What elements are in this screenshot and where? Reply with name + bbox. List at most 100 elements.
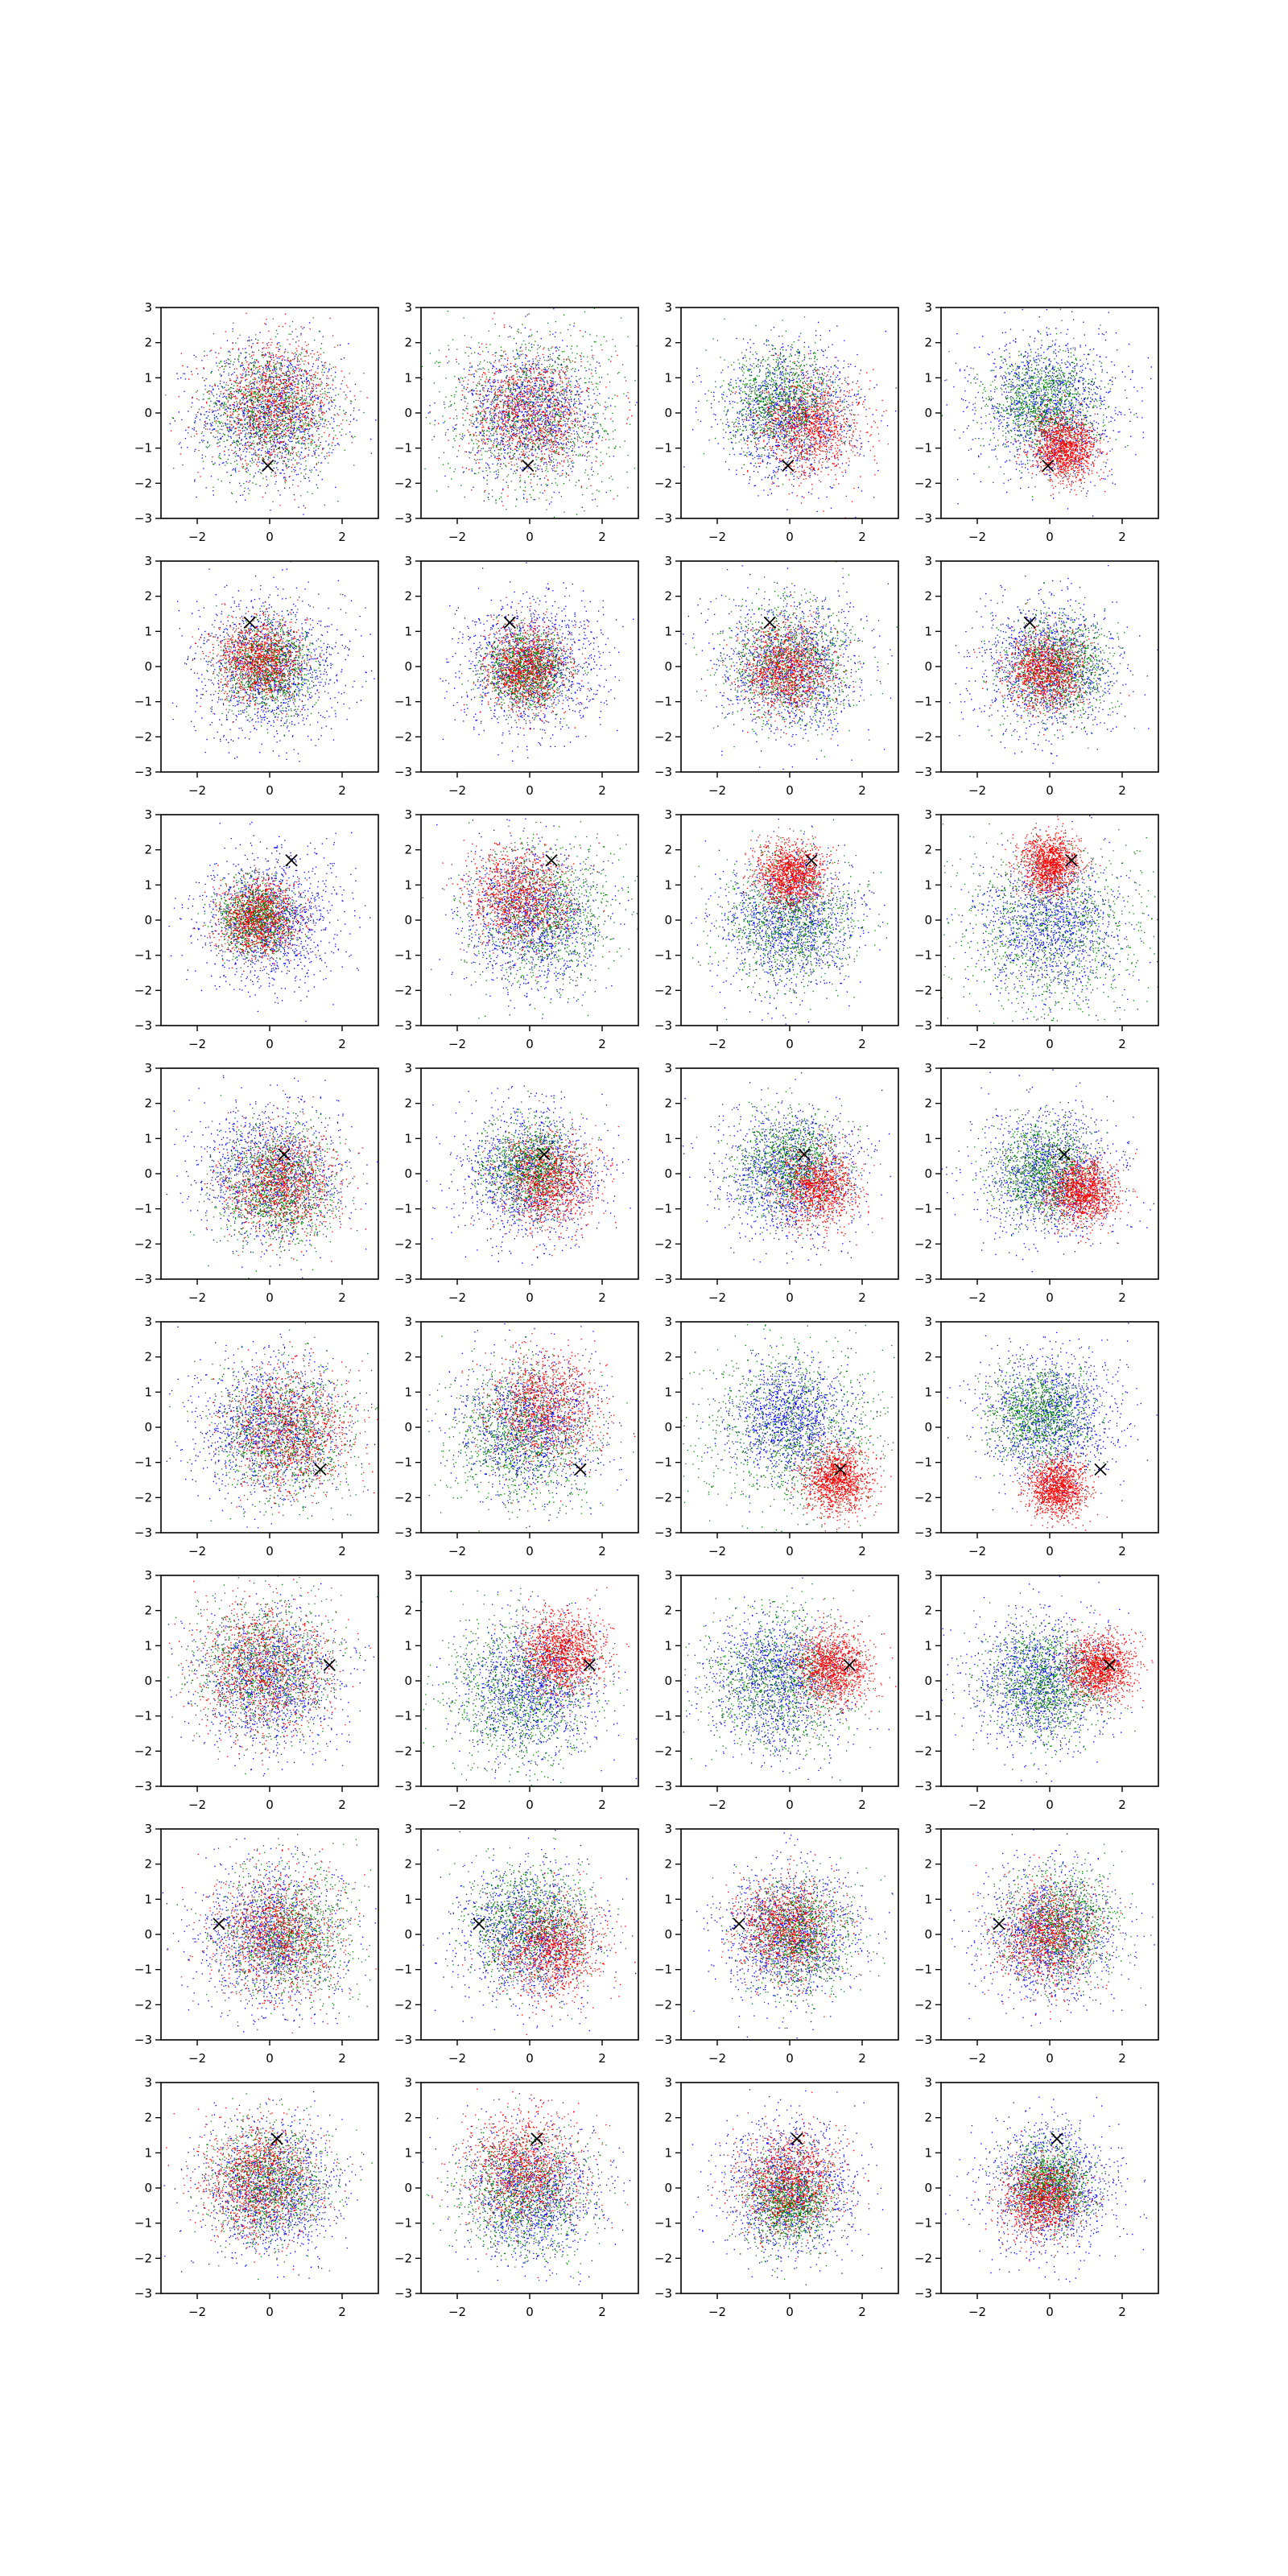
y-tick-label: 0: [664, 1927, 672, 1942]
red-series: [460, 595, 589, 734]
y-tick-label: 1: [404, 1131, 412, 1146]
x-tick-label: −2: [188, 783, 206, 798]
green-series: [167, 1575, 378, 1775]
x-marker: [1051, 2132, 1063, 2145]
x-tick-label: −2: [188, 530, 206, 544]
x-marker: [843, 1658, 856, 1671]
y-tick-label: −1: [394, 1709, 412, 1724]
x-tick-label: 0: [266, 1290, 274, 1305]
y-tick-label: −2: [914, 1490, 932, 1505]
y-tick-label: 0: [924, 1166, 932, 1181]
x-marker: [213, 1918, 225, 1930]
y-tick-label: 1: [404, 877, 412, 892]
x-tick-label: −2: [708, 1798, 726, 1812]
y-tick-label: 3: [924, 300, 932, 315]
x-tick-label: 0: [526, 1798, 534, 1812]
y-tick-label: 0: [664, 1166, 672, 1181]
y-tick-label: −1: [654, 948, 672, 963]
panel-r4-c1: −2 0 2 −3 −2 −1 0 1 2 3: [394, 1315, 639, 1558]
y-tick-label: −2: [134, 1236, 152, 1251]
axes-frame: [940, 307, 1159, 519]
x-marker: [545, 854, 558, 867]
y-tick-label: 1: [144, 1131, 152, 1146]
y-tick-label: −1: [914, 441, 932, 456]
x-tick-label: 2: [858, 1544, 866, 1558]
y-tick-label: 2: [924, 1604, 932, 1618]
panel-r0-c2: −2 0 2 −3 −2 −1 0 1 2 3: [654, 300, 899, 544]
y-tick-label: 2: [144, 1857, 152, 1872]
x-tick-label: −2: [708, 2051, 726, 2066]
blue-series: [941, 1069, 1154, 1273]
y-tick-label: −2: [654, 2251, 672, 2265]
y-tick-label: −3: [134, 1779, 152, 1794]
y-tick-label: −2: [394, 1236, 412, 1251]
y-tick-label: 3: [664, 2075, 672, 2090]
x-tick-label: −2: [708, 530, 726, 544]
panel-r5-c3: −2 0 2 −3 −2 −1 0 1 2 3: [914, 1568, 1159, 1812]
x-tick-label: −2: [448, 1290, 466, 1305]
green-series: [422, 821, 638, 1019]
panel-r5-c0: −2 0 2 −3 −2 −1 0 1 2 3: [134, 1568, 379, 1812]
x-tick-label: 2: [858, 1798, 866, 1812]
x-marker: [503, 616, 516, 630]
red-series: [204, 1090, 366, 1262]
x-tick-label: 0: [786, 783, 794, 798]
y-tick-label: 3: [144, 300, 152, 315]
axes-frame: [420, 814, 639, 1026]
red-series: [462, 1100, 619, 1257]
panel-r6-c0: −2 0 2 −3 −2 −1 0 1 2 3: [134, 1822, 379, 2066]
y-tick-label: 3: [924, 554, 932, 568]
y-tick-label: 3: [924, 1568, 932, 1583]
green-series: [421, 1587, 625, 1786]
panel-r3-c2: −2 0 2 −3 −2 −1 0 1 2 3: [654, 1061, 899, 1305]
y-tick-label: 2: [404, 1604, 412, 1618]
x-marker: [834, 1463, 847, 1476]
y-tick-label: −3: [394, 1272, 412, 1286]
y-tick-label: 1: [664, 1892, 672, 1906]
x-tick-label: −2: [708, 1544, 726, 1558]
y-tick-label: −2: [394, 729, 412, 744]
y-tick-label: −1: [914, 1963, 932, 1977]
y-tick-label: 3: [144, 554, 152, 568]
y-tick-label: 3: [664, 554, 672, 568]
y-tick-label: 3: [664, 1315, 672, 1329]
y-tick-label: 0: [664, 1674, 672, 1688]
x-tick-label: 2: [338, 530, 346, 544]
y-tick-label: 3: [144, 1568, 152, 1583]
y-tick-label: 1: [404, 2145, 412, 2160]
y-tick-label: −3: [394, 511, 412, 526]
x-tick-label: 0: [266, 2305, 274, 2319]
x-tick-label: 0: [786, 530, 794, 544]
red-series: [786, 1430, 892, 1532]
y-tick-label: 3: [404, 1315, 412, 1329]
axes-frame: [940, 1067, 1159, 1280]
red-series: [1006, 394, 1111, 497]
x-tick-label: −2: [968, 1037, 986, 1051]
red-series: [192, 599, 322, 727]
panel-r1-c3: −2 0 2 −3 −2 −1 0 1 2 3: [914, 554, 1159, 798]
y-tick-label: 0: [404, 1420, 412, 1435]
x-tick-label: 2: [858, 530, 866, 544]
y-tick-label: 1: [924, 624, 932, 638]
x-tick-label: −2: [448, 1544, 466, 1558]
x-marker: [791, 2132, 803, 2145]
green-series: [681, 1324, 898, 1533]
y-tick-label: −2: [654, 476, 672, 490]
y-tick-label: 2: [664, 336, 672, 350]
x-marker: [574, 1463, 587, 1476]
y-tick-label: 1: [664, 2145, 672, 2160]
blue-series: [944, 308, 1152, 517]
green-series: [421, 308, 638, 518]
x-tick-label: −2: [968, 530, 986, 544]
blue-series: [166, 1326, 378, 1529]
y-tick-label: 2: [404, 1857, 412, 1872]
axes-frame: [420, 1067, 639, 1280]
y-tick-label: 0: [924, 406, 932, 420]
y-tick-label: −3: [394, 1018, 412, 1033]
x-tick-label: 0: [526, 530, 534, 544]
x-tick-label: 2: [598, 1798, 606, 1812]
x-marker: [763, 616, 776, 630]
y-tick-label: −3: [134, 1525, 152, 1540]
blue-series: [423, 1830, 637, 2032]
green-series: [696, 1088, 873, 1240]
